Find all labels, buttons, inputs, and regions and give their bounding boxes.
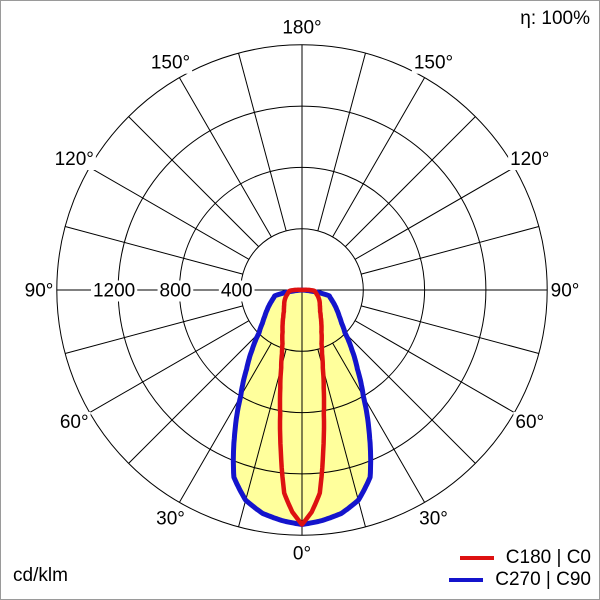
efficiency-label: η: 100%	[520, 8, 590, 29]
grid-spoke	[65, 305, 243, 354]
radial-tick-label: 400	[221, 281, 253, 302]
angle-label: 30°	[419, 508, 448, 529]
label-background	[280, 17, 324, 39]
grid-spoke	[317, 53, 366, 231]
grid-spoke	[354, 166, 515, 260]
angle-label: 180°	[282, 18, 321, 39]
grid-spoke	[89, 320, 250, 414]
grid-spoke	[128, 116, 260, 248]
angle-label: 90°	[25, 281, 54, 302]
unit-label: cd/klm	[13, 565, 68, 586]
angle-label: 60°	[60, 412, 89, 433]
radial-tick-label: 1200	[93, 281, 135, 302]
angle-label: 90°	[551, 281, 580, 302]
legend-line-blue-icon	[449, 578, 484, 582]
legend-line-red-icon	[459, 556, 494, 560]
grid-spoke	[344, 116, 476, 248]
grid-spoke	[361, 305, 539, 354]
grid-spoke	[238, 53, 287, 231]
grid-spoke	[178, 77, 272, 238]
angle-label: 120°	[510, 149, 549, 170]
curve-c180-c0	[277, 287, 327, 527]
grid-spoke	[89, 166, 250, 260]
label-background	[52, 149, 96, 170]
label-background	[290, 543, 314, 565]
axis-labels: 400 800 1200 0° 30° 30° 60° 60° 90° 90° 120° 120° 15…	[22, 17, 582, 565]
grid-spoke	[65, 226, 243, 275]
label-background	[508, 149, 552, 170]
grid-spoke	[344, 332, 476, 464]
label-background	[411, 52, 456, 74]
label-background	[90, 280, 138, 302]
label-background	[154, 508, 187, 530]
label-background	[57, 412, 91, 433]
grid-spoke	[354, 320, 515, 414]
angle-label: 120°	[55, 149, 94, 170]
angle-label: 30°	[156, 508, 185, 529]
angle-label: 150°	[151, 53, 190, 74]
label-background	[417, 508, 450, 530]
legend-label-c180-c0: C180 | C0	[505, 547, 591, 568]
grid-spoke	[332, 77, 426, 238]
legend-item-c270-c90: C270 | C90	[449, 569, 591, 591]
grid-spoke	[361, 226, 539, 275]
legend-item-c180-c0: C180 | C0	[459, 547, 591, 569]
angle-label: 0°	[293, 544, 311, 565]
label-background	[513, 412, 547, 433]
angle-label: 150°	[414, 53, 453, 74]
label-background	[218, 280, 255, 302]
label-background	[22, 280, 56, 302]
legend: C180 | C0 C270 | C90	[449, 547, 591, 591]
grid-spoke	[178, 342, 272, 503]
radial-tick-label: 800	[160, 281, 192, 302]
label-background	[157, 280, 194, 302]
label-background	[148, 52, 193, 74]
grid-spoke	[332, 342, 426, 503]
legend-label-c270-c90: C270 | C90	[495, 569, 591, 590]
label-background	[548, 280, 582, 302]
angle-label: 60°	[515, 412, 544, 433]
grid-spoke	[128, 332, 260, 464]
